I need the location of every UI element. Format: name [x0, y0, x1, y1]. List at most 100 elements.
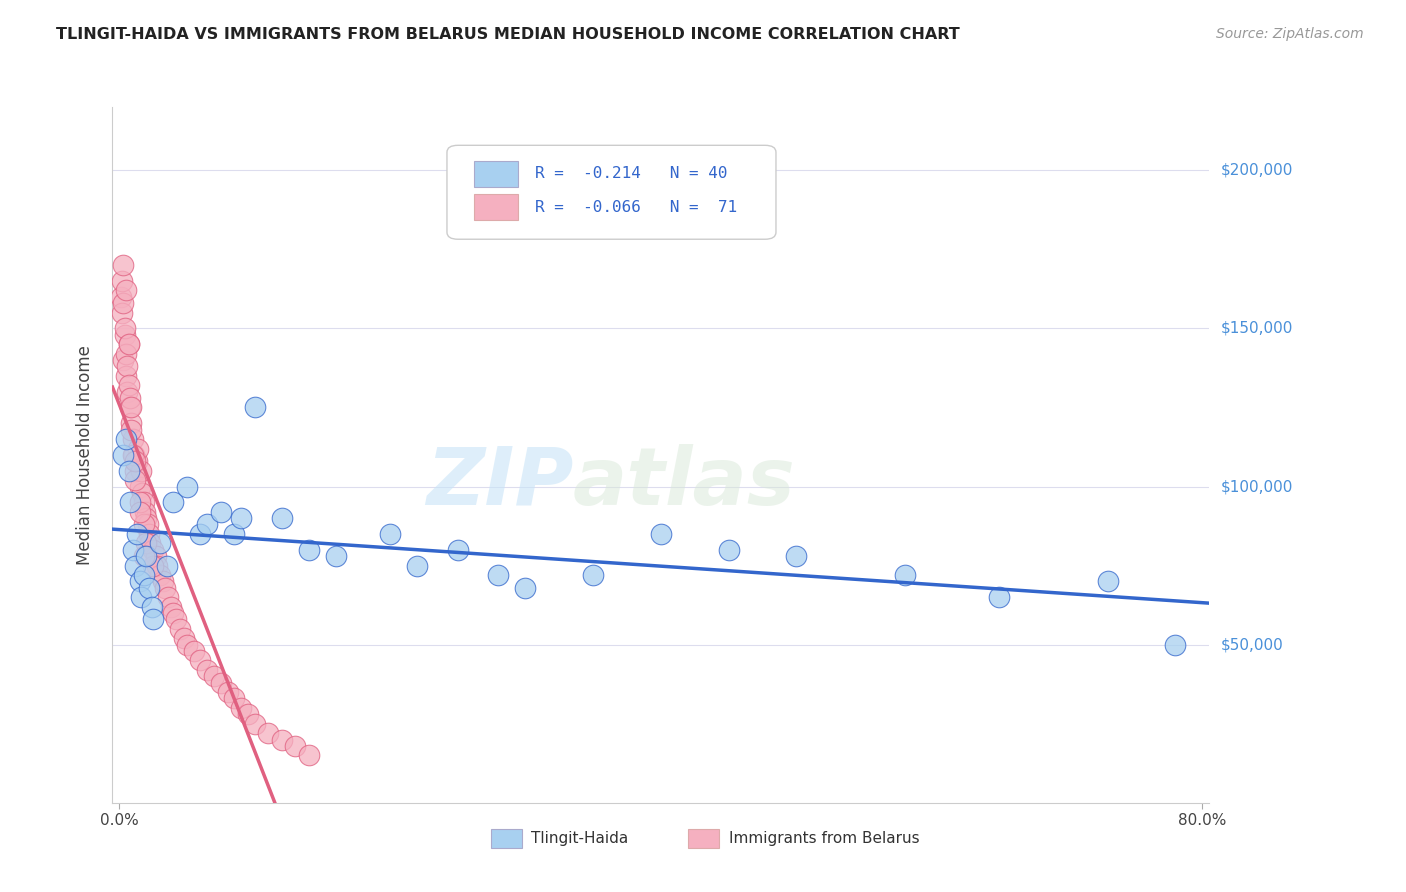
Point — [132, 495, 155, 509]
Point — [155, 581, 177, 595]
Point — [127, 442, 149, 456]
Point — [146, 558, 169, 573]
Point — [243, 401, 266, 415]
Point — [114, 327, 136, 342]
Point — [183, 644, 205, 658]
Point — [717, 542, 740, 557]
Point — [785, 549, 807, 563]
Point — [162, 606, 184, 620]
Text: ZIP: ZIP — [426, 443, 574, 522]
Point — [447, 542, 470, 557]
Point — [209, 675, 232, 690]
Point — [132, 549, 155, 563]
Point — [156, 558, 179, 573]
Point — [112, 448, 135, 462]
Point — [190, 527, 212, 541]
Text: atlas: atlas — [574, 443, 796, 522]
Point — [120, 401, 142, 415]
Point — [325, 549, 347, 563]
Point — [118, 464, 141, 478]
Point — [118, 337, 141, 351]
Point — [257, 726, 280, 740]
Text: R =  -0.066   N =  71: R = -0.066 N = 71 — [534, 200, 737, 215]
Point — [224, 527, 246, 541]
Point — [125, 527, 148, 541]
Point — [159, 599, 181, 614]
Point — [121, 448, 143, 462]
Point — [893, 568, 915, 582]
Point — [650, 527, 672, 541]
FancyBboxPatch shape — [474, 194, 519, 220]
Point — [115, 347, 138, 361]
Point — [132, 568, 155, 582]
FancyBboxPatch shape — [447, 145, 776, 239]
Point — [124, 464, 146, 478]
Point — [190, 653, 212, 667]
Point — [1097, 574, 1119, 589]
Point — [149, 568, 172, 582]
Y-axis label: Median Household Income: Median Household Income — [76, 345, 94, 565]
Point — [128, 495, 150, 509]
Point — [124, 473, 146, 487]
Point — [145, 549, 167, 563]
Text: $100,000: $100,000 — [1220, 479, 1292, 494]
Point — [135, 536, 157, 550]
Point — [118, 337, 141, 351]
Point — [298, 542, 321, 557]
Point — [115, 368, 138, 383]
Point — [124, 454, 146, 468]
Point — [117, 359, 139, 374]
Point — [120, 401, 142, 415]
FancyBboxPatch shape — [689, 829, 718, 848]
Point — [139, 536, 162, 550]
Point — [136, 517, 159, 532]
Point — [195, 517, 218, 532]
Point — [209, 505, 232, 519]
Point — [176, 479, 198, 493]
Point — [142, 542, 165, 557]
Point — [142, 558, 165, 573]
Point — [202, 669, 225, 683]
Point — [152, 574, 174, 589]
Point — [156, 591, 179, 605]
Point — [128, 505, 150, 519]
Point — [129, 464, 152, 478]
Point — [115, 432, 138, 446]
Point — [121, 542, 143, 557]
Point — [515, 581, 537, 595]
Point — [122, 448, 145, 462]
Point — [132, 517, 155, 532]
Point — [149, 536, 172, 550]
FancyBboxPatch shape — [474, 161, 519, 187]
Text: $200,000: $200,000 — [1220, 163, 1292, 178]
Point — [582, 568, 605, 582]
Text: Tlingit-Haida: Tlingit-Haida — [531, 830, 628, 846]
Text: Source: ZipAtlas.com: Source: ZipAtlas.com — [1216, 27, 1364, 41]
Point — [138, 527, 160, 541]
Point — [195, 663, 218, 677]
Point — [1164, 638, 1187, 652]
Point — [173, 632, 195, 646]
Point — [162, 495, 184, 509]
Point — [165, 612, 187, 626]
Point — [236, 707, 259, 722]
Point — [176, 638, 198, 652]
Point — [135, 511, 157, 525]
Point — [378, 527, 401, 541]
Point — [128, 574, 150, 589]
Point — [112, 353, 135, 368]
Point — [229, 701, 252, 715]
Point — [125, 454, 148, 468]
Point — [118, 378, 141, 392]
FancyBboxPatch shape — [491, 829, 522, 848]
Point — [111, 305, 134, 319]
Point — [243, 716, 266, 731]
Point — [117, 384, 139, 399]
Point — [120, 423, 142, 437]
Text: R =  -0.214   N = 40: R = -0.214 N = 40 — [534, 166, 727, 181]
Point — [120, 495, 142, 509]
Point — [134, 505, 156, 519]
Point — [270, 732, 292, 747]
Point — [124, 558, 146, 573]
Point — [120, 417, 142, 431]
